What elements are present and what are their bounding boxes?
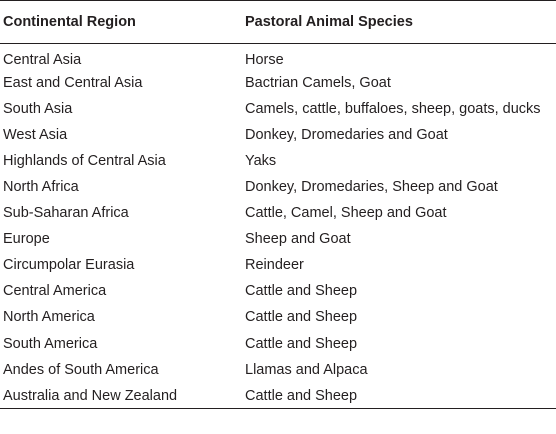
cell-species: Cattle and Sheep: [245, 283, 358, 300]
cell-species: Donkey, Dromedaries, Sheep and Goat: [245, 179, 498, 196]
cell-species: Bactrian Camels, Goat: [245, 74, 391, 91]
table-row: Andes of South America Llamas and Alpaca: [0, 357, 556, 383]
pastoral-species-table: Continental Region Pastoral Animal Speci…: [0, 0, 556, 410]
table-row: North America Cattle and Sheep: [0, 304, 556, 330]
cell-region: Sub-Saharan Africa: [3, 205, 129, 222]
cell-region: South Asia: [3, 100, 73, 117]
cell-region: North Africa: [3, 179, 79, 196]
table-row: Highlands of Central Asia Yaks: [0, 148, 556, 174]
table-row: Europe Sheep and Goat: [0, 226, 556, 252]
cell-species: Cattle, Camel, Sheep and Goat: [245, 205, 447, 222]
table-row: North Africa Donkey, Dromedaries, Sheep …: [0, 174, 556, 200]
cell-region: Europe: [3, 231, 50, 248]
cell-region: South America: [3, 335, 98, 352]
cell-species: Cattle and Sheep: [245, 335, 358, 352]
cell-region: Andes of South America: [3, 361, 159, 378]
cell-species: Llamas and Alpaca: [245, 361, 368, 378]
table-header: Continental Region Pastoral Animal Speci…: [0, 0, 556, 44]
cell-region: Highlands of Central Asia: [3, 152, 166, 169]
cell-species: Sheep and Goat: [245, 231, 351, 248]
header-pastoral-animal-species: Pastoral Animal Species: [242, 0, 556, 44]
cell-species: Cattle and Sheep: [242, 382, 556, 410]
cell-species: Reindeer: [245, 257, 304, 274]
table-body: Central Asia Horse East and Central Asia…: [0, 44, 556, 410]
table-row: West Asia Donkey, Dromedaries and Goat: [0, 122, 556, 148]
cell-region: Australia and New Zealand: [0, 382, 242, 410]
header-continental-region: Continental Region: [0, 0, 242, 44]
table-row: Central Asia Horse: [0, 44, 556, 70]
cell-species: Yaks: [245, 152, 277, 169]
table-row: Central America Cattle and Sheep: [0, 278, 556, 304]
cell-region: East and Central Asia: [3, 74, 143, 91]
cell-region: West Asia: [3, 126, 68, 143]
cell-species: Camels, cattle, buffaloes, sheep, goats,…: [245, 100, 541, 117]
cell-species: Horse: [245, 51, 284, 68]
cell-species: Donkey, Dromedaries and Goat: [245, 126, 448, 143]
table-row: Australia and New Zealand Cattle and She…: [0, 382, 556, 410]
table-row: South Asia Camels, cattle, buffaloes, sh…: [0, 96, 556, 122]
table-row: Sub-Saharan Africa Cattle, Camel, Sheep …: [0, 200, 556, 226]
cell-region: North America: [3, 309, 95, 326]
cell-region: Central Asia: [3, 51, 82, 68]
header-row: Continental Region Pastoral Animal Speci…: [0, 0, 556, 44]
table-row: East and Central Asia Bactrian Camels, G…: [0, 70, 556, 96]
cell-species: Cattle and Sheep: [245, 309, 358, 326]
table-row: Circumpolar Eurasia Reindeer: [0, 252, 556, 278]
cell-region: Central America: [3, 283, 107, 300]
table-row: South America Cattle and Sheep: [0, 331, 556, 357]
cell-region: Circumpolar Eurasia: [3, 257, 135, 274]
